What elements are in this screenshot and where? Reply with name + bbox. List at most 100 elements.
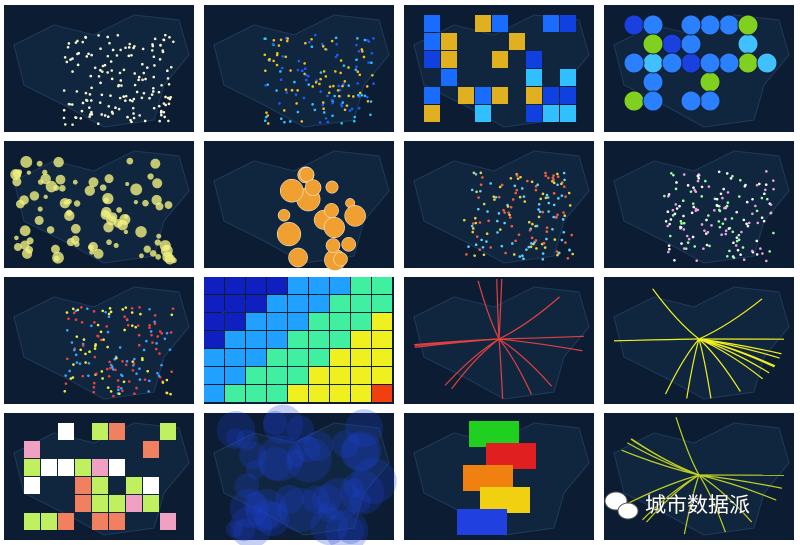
point	[111, 368, 115, 371]
point	[562, 230, 566, 234]
point	[339, 71, 342, 75]
bubble	[37, 206, 43, 212]
point	[355, 43, 358, 47]
point	[541, 192, 545, 196]
point	[102, 338, 105, 341]
point	[497, 212, 501, 215]
point	[89, 74, 93, 78]
point	[552, 215, 555, 219]
point	[674, 187, 678, 191]
point	[143, 119, 147, 123]
bubble	[104, 174, 114, 184]
point	[478, 221, 482, 224]
bubble	[106, 239, 112, 246]
bubble	[108, 212, 118, 222]
point	[363, 38, 367, 42]
point	[296, 110, 300, 114]
point	[121, 389, 124, 393]
point	[106, 115, 110, 119]
point	[725, 172, 729, 175]
point	[66, 45, 70, 49]
bubble	[117, 219, 128, 231]
point	[568, 248, 571, 252]
bubble	[73, 200, 81, 207]
point	[772, 231, 775, 235]
point	[481, 245, 485, 249]
watermark: 城市数据派	[604, 491, 750, 520]
bubble	[160, 244, 173, 257]
point	[88, 115, 91, 118]
point	[347, 66, 350, 69]
route	[498, 338, 533, 395]
land-outline	[213, 422, 390, 536]
cell	[92, 477, 108, 494]
bubble	[333, 251, 348, 267]
cell	[92, 459, 108, 476]
point	[350, 107, 354, 111]
heat-cell	[225, 367, 245, 384]
cell	[424, 87, 440, 104]
point	[146, 369, 149, 373]
cell	[475, 105, 491, 122]
point	[147, 390, 150, 393]
hex-cell	[699, 52, 721, 74]
point	[150, 93, 154, 96]
point	[159, 44, 162, 47]
point	[318, 121, 322, 124]
heat-cell	[246, 349, 266, 366]
map-tile	[404, 5, 594, 132]
route	[652, 288, 700, 340]
bubble	[14, 235, 19, 241]
point	[134, 325, 138, 329]
cell	[92, 513, 108, 530]
density	[286, 449, 305, 468]
point	[90, 110, 93, 114]
density	[318, 502, 338, 522]
point	[81, 374, 85, 378]
point	[153, 322, 157, 325]
point	[755, 183, 759, 187]
point	[742, 258, 746, 262]
point	[161, 381, 165, 384]
bubble	[288, 247, 308, 268]
point	[110, 69, 114, 72]
point	[106, 345, 109, 349]
hex-cell	[623, 90, 645, 112]
point	[319, 90, 323, 93]
point	[114, 368, 117, 372]
point	[705, 218, 708, 222]
point	[122, 380, 126, 384]
point	[67, 42, 71, 45]
point	[348, 109, 352, 112]
heat-cell	[351, 313, 371, 330]
point	[719, 192, 723, 196]
point	[739, 178, 742, 182]
point	[164, 103, 167, 107]
bubble	[155, 254, 161, 260]
heat-cell	[309, 331, 329, 348]
point	[532, 242, 535, 246]
point	[527, 220, 531, 224]
point	[141, 47, 145, 51]
cell	[424, 105, 440, 122]
bubble	[93, 248, 104, 259]
route	[498, 296, 560, 340]
point	[671, 214, 675, 217]
point	[518, 195, 522, 199]
heat-cell	[309, 295, 329, 312]
point	[514, 191, 518, 195]
point	[755, 239, 759, 243]
point	[545, 226, 549, 229]
density	[225, 520, 243, 538]
point	[285, 39, 289, 43]
tiles	[4, 5, 794, 545]
density	[216, 410, 256, 450]
point	[667, 244, 671, 247]
point	[537, 208, 540, 211]
point	[127, 54, 131, 58]
point	[471, 227, 475, 230]
point	[510, 224, 514, 228]
point	[564, 195, 567, 198]
point	[517, 233, 521, 236]
point	[526, 179, 529, 183]
